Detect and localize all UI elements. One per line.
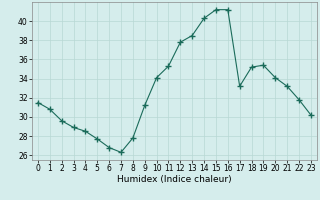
X-axis label: Humidex (Indice chaleur): Humidex (Indice chaleur) — [117, 175, 232, 184]
